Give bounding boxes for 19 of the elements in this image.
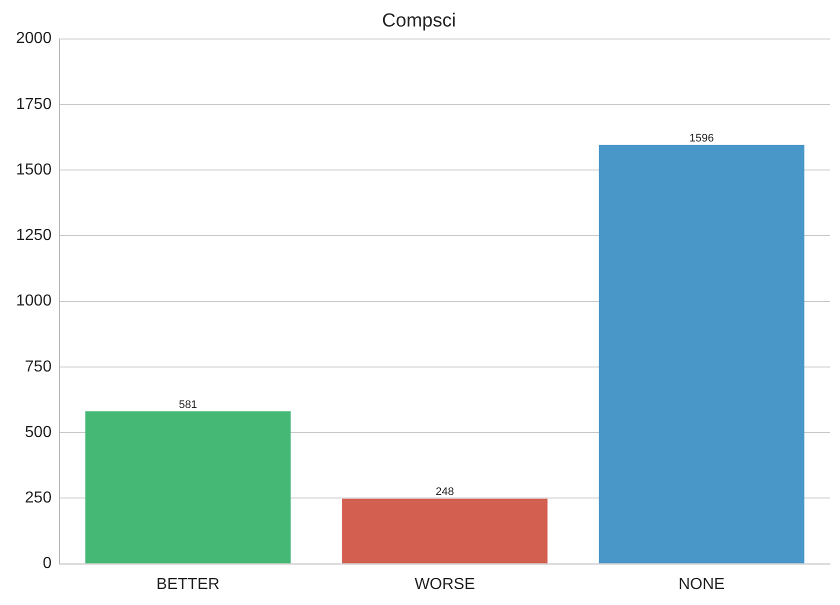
data-label: 248 <box>436 486 454 498</box>
x-tick-label: NONE <box>678 576 725 593</box>
x-tick-label: BETTER <box>156 576 220 593</box>
data-label: 1596 <box>689 132 714 144</box>
y-tick-label: 0 <box>42 555 52 572</box>
data-label: 581 <box>178 398 198 411</box>
chart-title: Compsci <box>382 10 456 32</box>
y-tick-label: 1750 <box>16 96 52 113</box>
y-tick-label: 250 <box>24 490 52 507</box>
bar <box>85 411 291 564</box>
y-tick-label: 1000 <box>16 292 52 310</box>
y-tick-label: 2000 <box>16 30 52 48</box>
x-tick-label: WORSE <box>414 576 476 593</box>
y-tick-label: 500 <box>24 424 52 441</box>
bar <box>598 144 804 564</box>
y-tick-label: 750 <box>24 358 52 376</box>
bar <box>342 498 548 564</box>
y-tick-label: 1500 <box>16 161 52 178</box>
y-tick-label: 1250 <box>16 227 52 244</box>
